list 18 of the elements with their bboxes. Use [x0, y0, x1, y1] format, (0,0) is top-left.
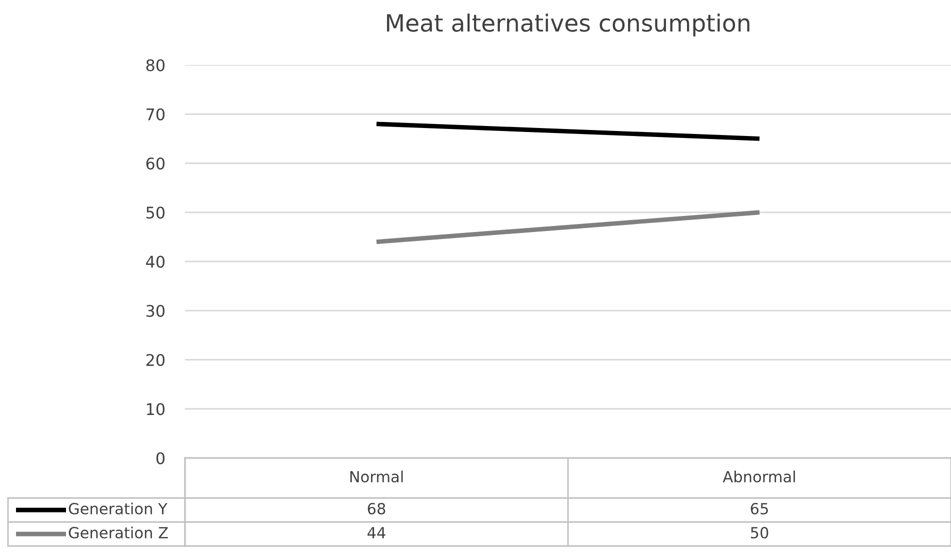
legend-label: Generation Y — [68, 502, 168, 514]
data-label: 50 — [750, 526, 768, 538]
legend-label: Generation Z — [68, 526, 168, 538]
y-tick-label: 20 — [146, 354, 164, 366]
x-tick-label: Abnormal — [722, 470, 795, 482]
y-tick-label: 10 — [146, 403, 164, 416]
y-tick-label: 40 — [146, 256, 164, 268]
y-tick-label: 0 — [156, 452, 164, 464]
data-label: 68 — [368, 502, 386, 514]
x-tick-label: Normal — [350, 470, 403, 482]
y-tick-label: 60 — [146, 157, 164, 170]
y-tick-label: 70 — [146, 108, 164, 120]
chart-title: Meat alternatives consumption — [386, 14, 750, 36]
y-tick-label: 30 — [146, 304, 164, 317]
data-label: 65 — [750, 502, 768, 514]
y-tick-label: 80 — [146, 59, 164, 72]
y-tick-label: 50 — [146, 206, 164, 219]
data-label: 44 — [368, 527, 386, 538]
